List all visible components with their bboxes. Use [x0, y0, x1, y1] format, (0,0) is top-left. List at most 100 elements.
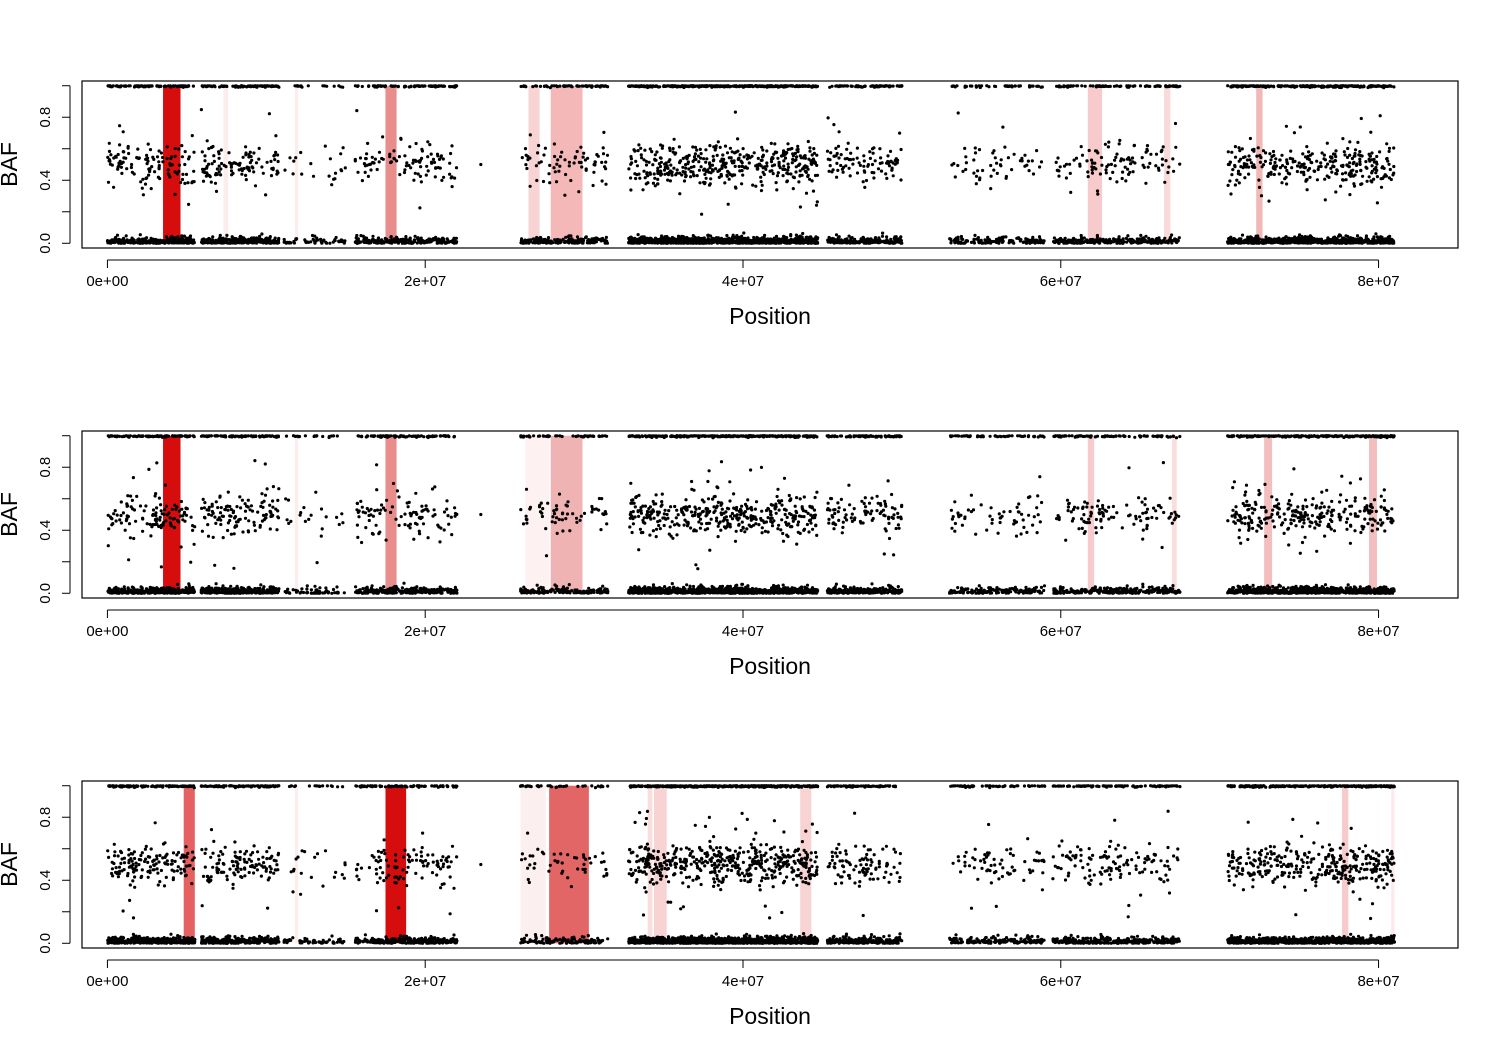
- baf-point: [145, 162, 149, 166]
- baf-point: [552, 142, 557, 146]
- baf-point: [675, 84, 679, 89]
- baf-point: [416, 236, 420, 240]
- baf-point: [563, 193, 567, 197]
- baf-point: [313, 241, 317, 245]
- baf-point: [604, 84, 609, 88]
- baf-point: [275, 241, 280, 245]
- baf-point: [328, 241, 332, 245]
- baf-point: [1144, 181, 1148, 185]
- baf-point: [776, 156, 780, 160]
- baf-point: [690, 241, 694, 245]
- baf-point: [389, 235, 393, 239]
- baf-point: [200, 150, 204, 154]
- baf-point: [567, 164, 571, 168]
- baf-point: [177, 163, 181, 167]
- baf-point: [664, 165, 669, 169]
- baf-point: [718, 168, 722, 172]
- baf-point: [661, 144, 665, 148]
- baf-point: [398, 173, 402, 177]
- baf-point: [788, 147, 792, 151]
- baf-point: [1163, 180, 1167, 184]
- baf-point: [535, 178, 539, 183]
- baf-point: [377, 160, 381, 164]
- baf-point: [876, 167, 881, 171]
- baf-point: [1131, 170, 1135, 174]
- baf-point: [237, 163, 241, 167]
- baf-point: [592, 170, 596, 174]
- baf-point: [835, 175, 839, 179]
- baf-point: [707, 183, 712, 187]
- baf-point: [720, 165, 724, 170]
- baf-point: [765, 85, 769, 89]
- baf-point: [1116, 241, 1120, 245]
- baf-point: [179, 237, 183, 241]
- baf-point: [264, 193, 268, 197]
- baf-point: [404, 238, 408, 242]
- baf-point: [543, 146, 548, 150]
- baf-point: [600, 160, 604, 164]
- baf-point: [554, 180, 559, 184]
- baf-point: [575, 149, 579, 154]
- baf-point: [192, 169, 196, 173]
- baf-point: [129, 165, 133, 170]
- baf-point: [283, 168, 287, 172]
- baf-point: [453, 176, 457, 180]
- baf-point: [710, 163, 715, 167]
- baf-point: [634, 159, 638, 163]
- baf-point: [801, 231, 805, 236]
- baf-point: [250, 165, 254, 169]
- baf-point: [358, 156, 363, 160]
- baf-point: [141, 177, 145, 181]
- baf-point: [871, 240, 875, 244]
- baf-point: [1003, 84, 1007, 88]
- baf-point: [392, 156, 396, 160]
- baf-point: [669, 163, 673, 167]
- baf-point: [798, 169, 802, 173]
- baf-point: [656, 182, 660, 186]
- baf-point: [168, 240, 172, 244]
- baf-point: [291, 172, 295, 176]
- baf-point: [745, 153, 749, 157]
- baf-point: [257, 157, 261, 161]
- baf-point: [1127, 156, 1131, 160]
- baf-point: [1100, 163, 1104, 167]
- baf-point: [740, 164, 744, 169]
- baf-point: [1070, 238, 1074, 242]
- baf-point: [528, 133, 532, 137]
- baf-point: [798, 205, 803, 209]
- baf-point: [726, 169, 730, 173]
- baf-point: [1113, 158, 1117, 162]
- baf-point: [426, 169, 430, 173]
- baf-point: [639, 146, 643, 150]
- baf-point: [433, 175, 437, 179]
- baf-point: [596, 154, 600, 158]
- baf-point: [586, 156, 590, 160]
- highlight-region: [294, 85, 299, 244]
- baf-point: [1007, 241, 1011, 245]
- baf-point: [440, 178, 444, 182]
- baf-point: [997, 241, 1001, 245]
- baf-point: [203, 159, 207, 163]
- baf-point: [759, 158, 763, 162]
- baf-point: [316, 238, 320, 242]
- baf-point: [797, 84, 801, 89]
- baf-point: [1001, 239, 1005, 243]
- baf-point: [1168, 84, 1172, 88]
- baf-point: [294, 156, 298, 160]
- baf-point: [1068, 162, 1072, 166]
- baf-point: [1087, 148, 1091, 153]
- baf-point: [736, 149, 740, 153]
- baf-point: [733, 185, 738, 189]
- baf-point: [863, 238, 867, 242]
- baf-point: [252, 170, 256, 174]
- baf-point: [638, 240, 642, 244]
- baf-point: [212, 154, 216, 158]
- baf-point: [695, 174, 699, 178]
- baf-point: [244, 178, 248, 182]
- baf-point: [1109, 240, 1113, 244]
- baf-point: [1104, 240, 1108, 244]
- baf-point: [122, 239, 126, 243]
- baf-point: [751, 241, 755, 245]
- baf-point: [1039, 160, 1044, 164]
- baf-point: [602, 130, 606, 134]
